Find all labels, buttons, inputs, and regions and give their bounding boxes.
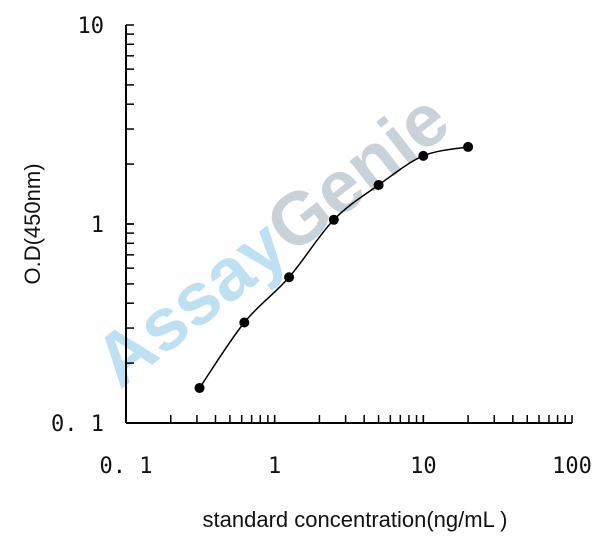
- x-tick-label: 1: [268, 454, 281, 479]
- svg-text:AssayGenie: AssayGenie: [79, 76, 464, 402]
- y-axis-title: O.D(450nm): [20, 163, 45, 284]
- y-tick-label: 0. 1: [51, 412, 104, 437]
- y-tick-label: 10: [78, 14, 105, 39]
- watermark: AssayGenie: [79, 76, 464, 402]
- data-point-marker: [239, 317, 250, 328]
- watermark-assay: Assay: [79, 203, 302, 403]
- data-point-marker: [284, 272, 295, 283]
- x-tick-label: 100: [552, 454, 592, 479]
- x-tick-label: 10: [410, 454, 437, 479]
- data-point-marker: [328, 214, 339, 225]
- y-tick-label: 1: [91, 213, 104, 238]
- x-axis-title: standard concentration(ng/mL ): [203, 507, 508, 532]
- watermark-genie: Genie: [251, 76, 464, 268]
- data-point-marker: [373, 180, 384, 191]
- data-point-marker: [194, 382, 205, 393]
- data-point-marker: [463, 141, 474, 152]
- x-tick-label: 0. 1: [100, 454, 153, 479]
- data-points: [194, 141, 474, 393]
- axes: 0. 1 1 10 0. 1 1 10 100: [51, 14, 592, 479]
- data-point-marker: [418, 150, 429, 161]
